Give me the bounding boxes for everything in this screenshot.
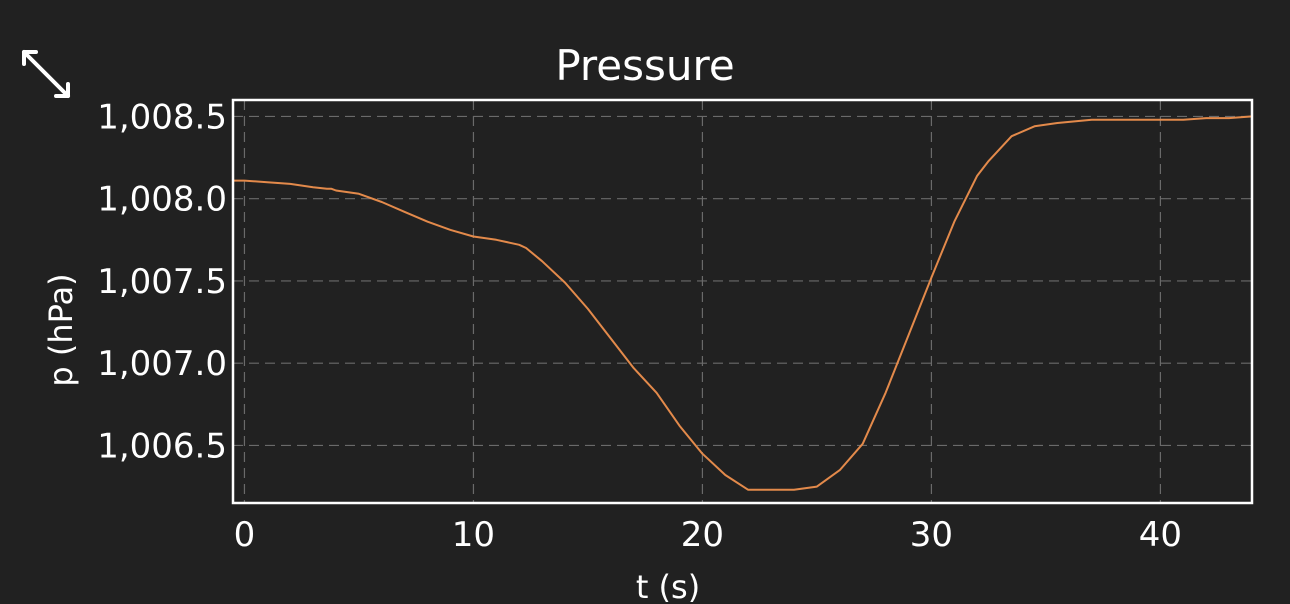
y-tick-label: 1,008.0: [97, 180, 227, 220]
y-tick-label: 1,007.0: [97, 344, 227, 384]
x-axis-title: t (s): [636, 568, 700, 604]
x-tick-label: 40: [1139, 515, 1182, 555]
pressure-series-line: [232, 115, 1253, 491]
y-tick-label: 1,006.5: [97, 426, 227, 466]
x-tick-label: 20: [681, 515, 724, 555]
y-tick-label: 1,008.5: [97, 97, 227, 137]
grid-layer: [233, 100, 1252, 503]
x-tick-label: 30: [910, 515, 953, 555]
y-tick-label: 1,007.5: [97, 262, 227, 302]
chart-title: Pressure: [555, 41, 734, 90]
plot-frame: [231, 98, 1254, 505]
y-axis-title: p (hPa): [42, 273, 80, 386]
expand-icon[interactable]: [18, 46, 74, 102]
x-tick-label: 0: [234, 515, 256, 555]
x-tick-label: 10: [452, 515, 495, 555]
tick-labels: 0 10 20 30 40 1,006.5 1,007.0 1,007.5 1,008.0 1,0…: [97, 97, 1182, 555]
